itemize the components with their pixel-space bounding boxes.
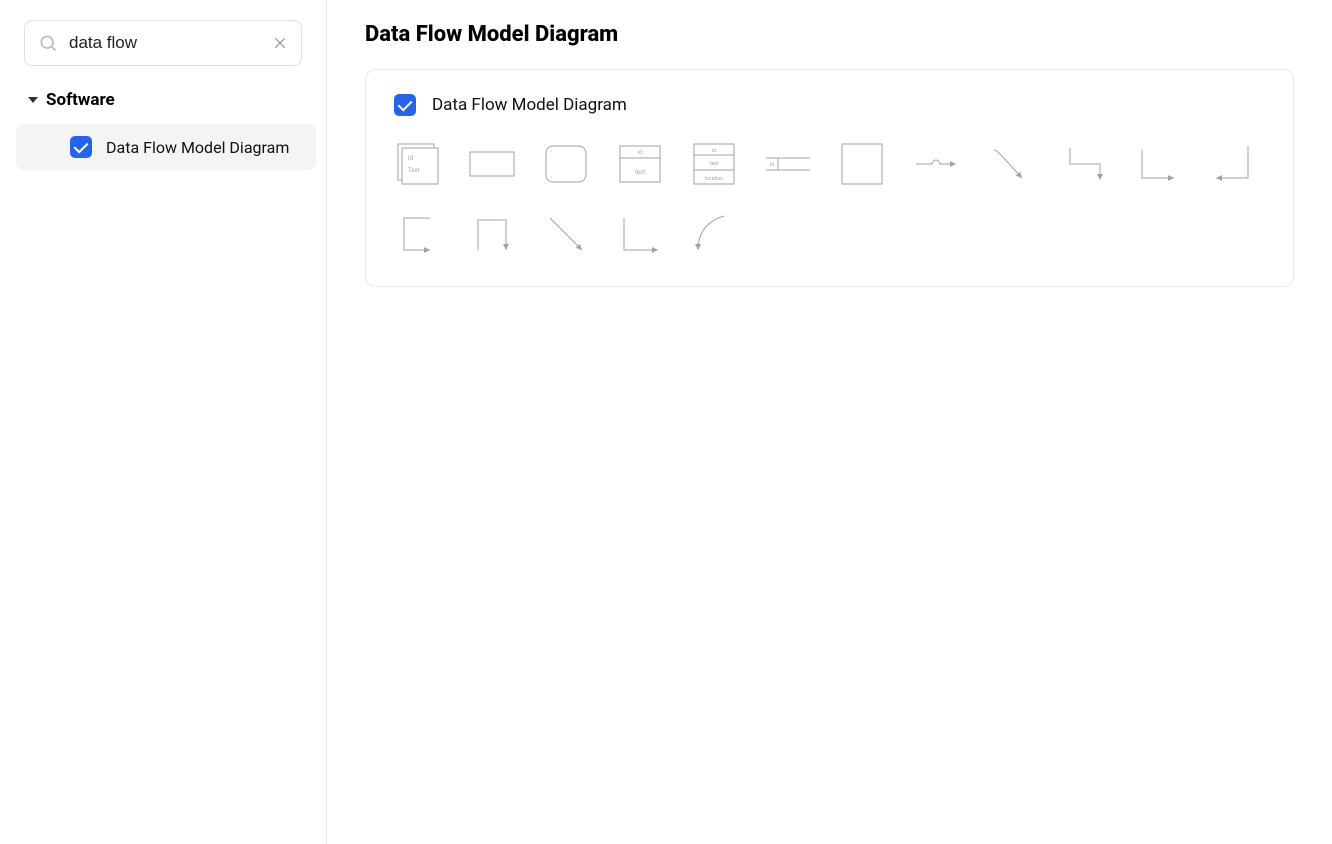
multi-document-shape[interactable]: id Text (394, 140, 442, 188)
checkbox-icon[interactable] (394, 94, 416, 116)
sidebar-item-data-flow-model-diagram[interactable]: Data Flow Model Diagram (16, 124, 316, 170)
data-store-three-row-shape[interactable]: id text location (690, 140, 738, 188)
search-input[interactable] (24, 20, 302, 66)
data-store-two-row-shape[interactable]: id text (616, 140, 664, 188)
checkbox-icon[interactable] (70, 136, 92, 158)
arrow-diag-down-shape[interactable] (986, 140, 1034, 188)
arrow-bracket-right-shape[interactable] (394, 210, 442, 258)
svg-text:id: id (712, 148, 716, 154)
svg-text:Text: Text (408, 167, 419, 174)
rounded-rectangle-shape[interactable] (542, 140, 590, 188)
sidebar: Software Data Flow Model Diagram (0, 0, 327, 844)
data-flow-bar-shape[interactable]: id (764, 140, 812, 188)
panel-title: Data Flow Model Diagram (432, 95, 627, 115)
shapes-grid: id Text id text id text location id (394, 140, 1265, 258)
clear-search-icon[interactable] (272, 35, 288, 51)
svg-text:id: id (408, 155, 413, 162)
svg-text:text: text (635, 169, 645, 176)
panel-header[interactable]: Data Flow Model Diagram (394, 94, 1265, 116)
sidebar-item-label: Data Flow Model Diagram (106, 138, 289, 157)
arrow-step-right-down-shape[interactable] (1134, 140, 1182, 188)
svg-text:id: id (638, 150, 642, 156)
svg-text:location: location (705, 176, 723, 182)
svg-text:text: text (710, 161, 719, 167)
arrow-diag-simple-shape[interactable] (542, 210, 590, 258)
category-software[interactable]: Software (0, 82, 326, 118)
rectangle-shape[interactable] (468, 140, 516, 188)
search-field-wrap (24, 20, 302, 66)
square-shape[interactable] (838, 140, 886, 188)
arrow-bracket-down-shape[interactable] (468, 210, 516, 258)
shapes-panel: Data Flow Model Diagram id Text id text … (365, 69, 1294, 287)
caret-down-icon (28, 97, 38, 103)
arrow-hump-shape[interactable] (912, 140, 960, 188)
arrow-step-down-right-shape[interactable] (1060, 140, 1108, 188)
main-content: Data Flow Model Diagram Data Flow Model … (327, 0, 1332, 844)
page-title: Data Flow Model Diagram (365, 22, 1294, 47)
arrow-curve-shape[interactable] (690, 210, 738, 258)
svg-text:id: id (770, 162, 774, 168)
category-label: Software (46, 90, 115, 110)
arrow-l-right-shape[interactable] (616, 210, 664, 258)
arrow-step-down-left-shape[interactable] (1208, 140, 1256, 188)
